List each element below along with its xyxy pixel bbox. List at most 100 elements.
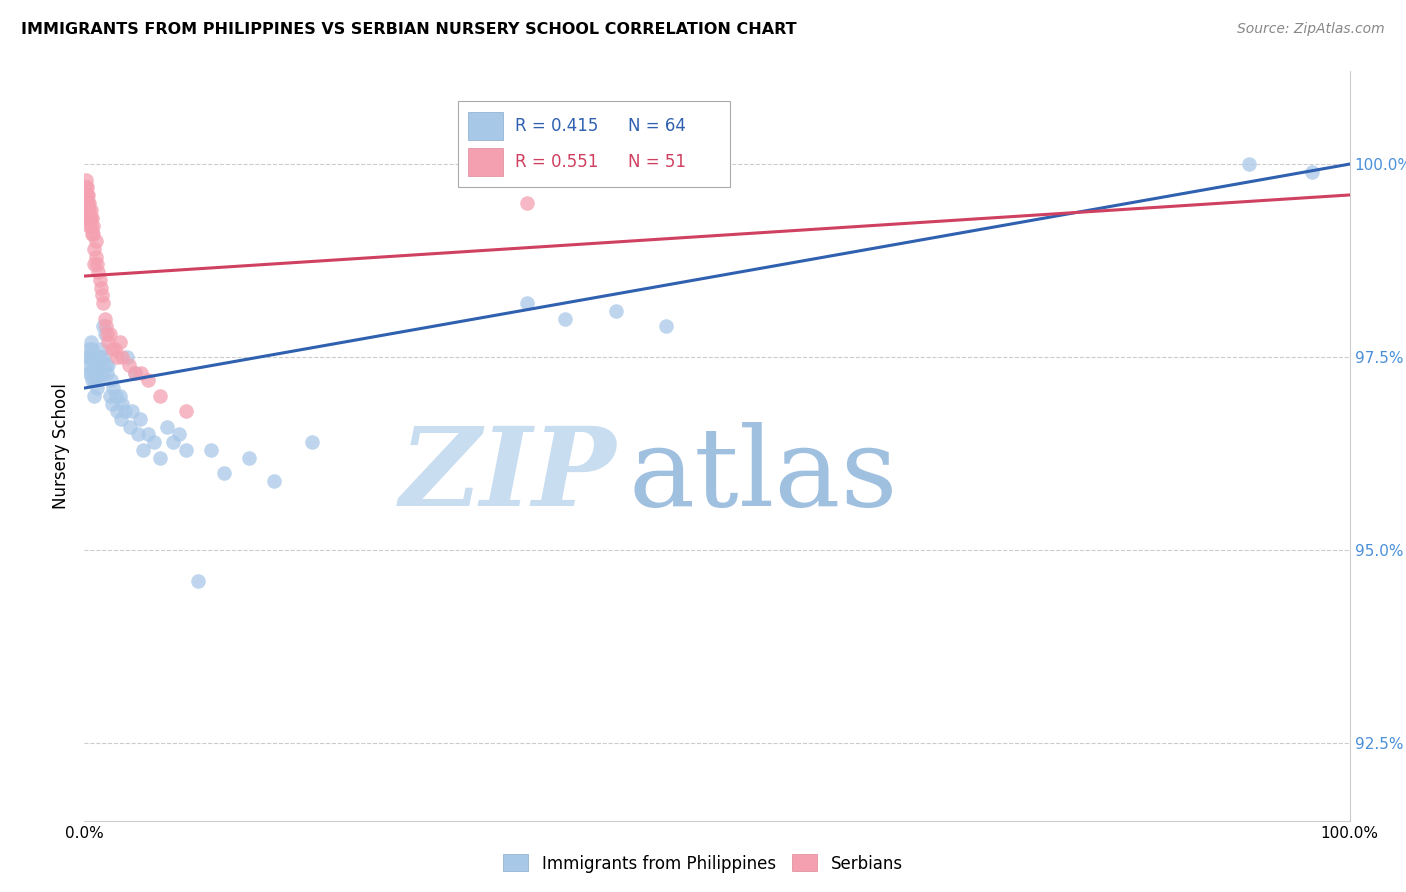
Point — [84, 250, 107, 264]
FancyBboxPatch shape — [458, 102, 730, 187]
Point — [655, 319, 678, 334]
Point — [301, 435, 323, 450]
Point — [79, 203, 103, 218]
Point — [127, 427, 149, 442]
Point — [76, 203, 98, 218]
Point — [263, 474, 285, 488]
Point — [79, 203, 101, 218]
Point — [124, 366, 146, 380]
Point — [79, 211, 101, 226]
Point — [79, 195, 101, 210]
Point — [1237, 157, 1260, 171]
Point — [149, 389, 172, 403]
FancyBboxPatch shape — [468, 148, 503, 177]
Point — [80, 343, 103, 357]
Point — [83, 373, 105, 387]
Point — [516, 296, 538, 310]
Point — [79, 219, 103, 233]
Point — [76, 211, 98, 226]
Point — [105, 389, 127, 403]
Point — [1301, 165, 1323, 179]
Text: N = 64: N = 64 — [628, 117, 686, 135]
Point — [86, 366, 108, 380]
Point — [79, 366, 103, 380]
Point — [82, 219, 104, 233]
Point — [238, 450, 260, 465]
Point — [76, 188, 98, 202]
Point — [76, 195, 98, 210]
Point — [174, 404, 197, 418]
Point — [77, 195, 100, 210]
Point — [80, 373, 103, 387]
Point — [103, 381, 125, 395]
Point — [212, 466, 235, 480]
Point — [75, 203, 97, 218]
Point — [77, 188, 100, 202]
Point — [79, 350, 103, 364]
Text: R = 0.551: R = 0.551 — [515, 153, 598, 171]
Text: atlas: atlas — [628, 423, 898, 530]
Point — [105, 404, 128, 418]
Point — [86, 257, 108, 271]
Point — [111, 350, 134, 364]
Point — [149, 450, 172, 465]
Point — [79, 219, 101, 233]
Point — [131, 442, 153, 457]
Point — [77, 350, 100, 364]
Point — [82, 358, 104, 372]
Point — [91, 366, 114, 380]
Point — [84, 235, 107, 249]
Point — [91, 288, 114, 302]
Point — [93, 350, 115, 364]
Point — [136, 427, 159, 442]
Point — [83, 242, 105, 256]
Point — [97, 334, 120, 349]
Point — [114, 404, 136, 418]
Point — [129, 366, 153, 380]
Point — [84, 358, 107, 372]
Point — [169, 427, 191, 442]
Point — [83, 389, 105, 403]
Point — [75, 180, 97, 194]
Point — [93, 296, 115, 310]
Point — [94, 319, 117, 334]
Point — [76, 180, 98, 194]
Point — [82, 350, 104, 364]
Point — [118, 358, 141, 372]
Point — [79, 343, 101, 357]
Point — [136, 373, 159, 387]
Point — [87, 373, 110, 387]
Point — [98, 389, 121, 403]
Point — [79, 211, 103, 226]
Point — [111, 396, 134, 410]
Point — [82, 227, 104, 241]
Point — [93, 326, 115, 341]
Point — [79, 366, 101, 380]
Point — [124, 366, 146, 380]
Point — [101, 343, 124, 357]
Point — [84, 373, 107, 387]
Point — [90, 280, 112, 294]
Point — [77, 203, 100, 218]
Point — [121, 404, 143, 418]
Point — [89, 350, 111, 364]
Point — [75, 172, 97, 186]
Point — [93, 311, 115, 326]
Point — [187, 574, 209, 589]
Point — [108, 389, 131, 403]
Point — [200, 442, 222, 457]
Text: R = 0.415: R = 0.415 — [515, 117, 598, 135]
Point — [108, 334, 131, 349]
FancyBboxPatch shape — [468, 112, 503, 140]
Point — [83, 257, 105, 271]
Point — [93, 319, 115, 334]
Point — [87, 358, 110, 372]
Point — [94, 358, 117, 372]
Point — [75, 195, 97, 210]
Point — [98, 326, 121, 341]
Point — [100, 373, 122, 387]
Text: N = 51: N = 51 — [628, 153, 686, 171]
Point — [97, 358, 120, 372]
Point — [118, 419, 141, 434]
Point — [96, 366, 118, 380]
